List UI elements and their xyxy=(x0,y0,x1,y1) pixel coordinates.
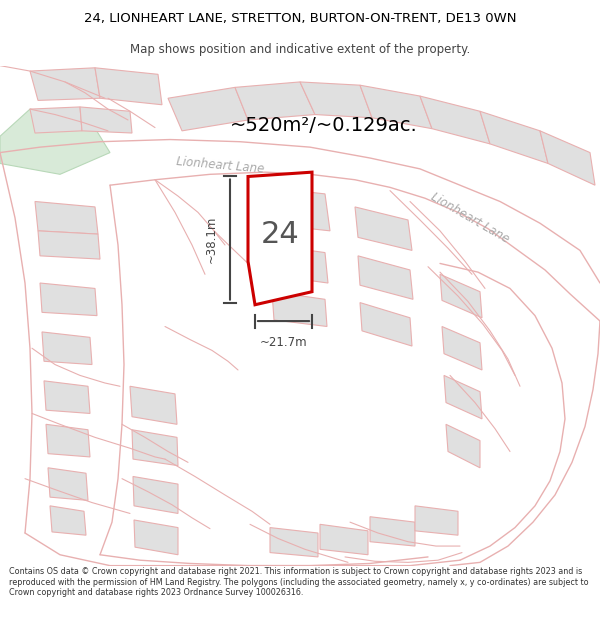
Polygon shape xyxy=(272,292,327,326)
Polygon shape xyxy=(415,506,458,535)
Polygon shape xyxy=(358,256,413,299)
Polygon shape xyxy=(355,207,412,251)
Polygon shape xyxy=(0,109,110,174)
Text: ~21.7m: ~21.7m xyxy=(260,336,307,349)
Text: Contains OS data © Crown copyright and database right 2021. This information is : Contains OS data © Crown copyright and d… xyxy=(9,568,589,598)
Polygon shape xyxy=(133,476,178,514)
Polygon shape xyxy=(30,68,100,101)
Polygon shape xyxy=(420,96,490,144)
Polygon shape xyxy=(300,82,372,118)
Text: Lionheart Lane: Lionheart Lane xyxy=(175,155,265,176)
Text: ~520m²/~0.129ac.: ~520m²/~0.129ac. xyxy=(230,116,418,135)
Text: ~38.1m: ~38.1m xyxy=(205,216,218,263)
Polygon shape xyxy=(270,245,328,283)
Polygon shape xyxy=(540,131,595,185)
Text: 24: 24 xyxy=(260,219,299,249)
Polygon shape xyxy=(370,517,415,546)
Polygon shape xyxy=(444,376,482,419)
Text: Map shows position and indicative extent of the property.: Map shows position and indicative extent… xyxy=(130,42,470,56)
Polygon shape xyxy=(360,85,432,129)
Polygon shape xyxy=(95,68,162,105)
Polygon shape xyxy=(235,82,315,120)
Polygon shape xyxy=(446,424,480,468)
Polygon shape xyxy=(38,231,100,259)
Polygon shape xyxy=(480,111,548,164)
Polygon shape xyxy=(248,172,312,305)
Polygon shape xyxy=(168,88,248,131)
Polygon shape xyxy=(440,274,482,318)
Polygon shape xyxy=(442,326,482,370)
Polygon shape xyxy=(265,188,330,231)
Polygon shape xyxy=(40,283,97,316)
Polygon shape xyxy=(46,424,90,457)
Polygon shape xyxy=(35,201,98,234)
Text: 24, LIONHEART LANE, STRETTON, BURTON-ON-TRENT, DE13 0WN: 24, LIONHEART LANE, STRETTON, BURTON-ON-… xyxy=(84,12,516,25)
Polygon shape xyxy=(132,430,178,466)
Polygon shape xyxy=(80,107,132,133)
Polygon shape xyxy=(360,302,412,346)
Polygon shape xyxy=(30,107,82,133)
Polygon shape xyxy=(50,506,86,535)
Text: Lionheart Lane: Lionheart Lane xyxy=(428,190,511,246)
Polygon shape xyxy=(42,332,92,364)
Polygon shape xyxy=(44,381,90,414)
Polygon shape xyxy=(270,528,318,557)
Polygon shape xyxy=(130,386,177,424)
Polygon shape xyxy=(320,524,368,555)
Polygon shape xyxy=(48,468,88,501)
Polygon shape xyxy=(134,520,178,555)
